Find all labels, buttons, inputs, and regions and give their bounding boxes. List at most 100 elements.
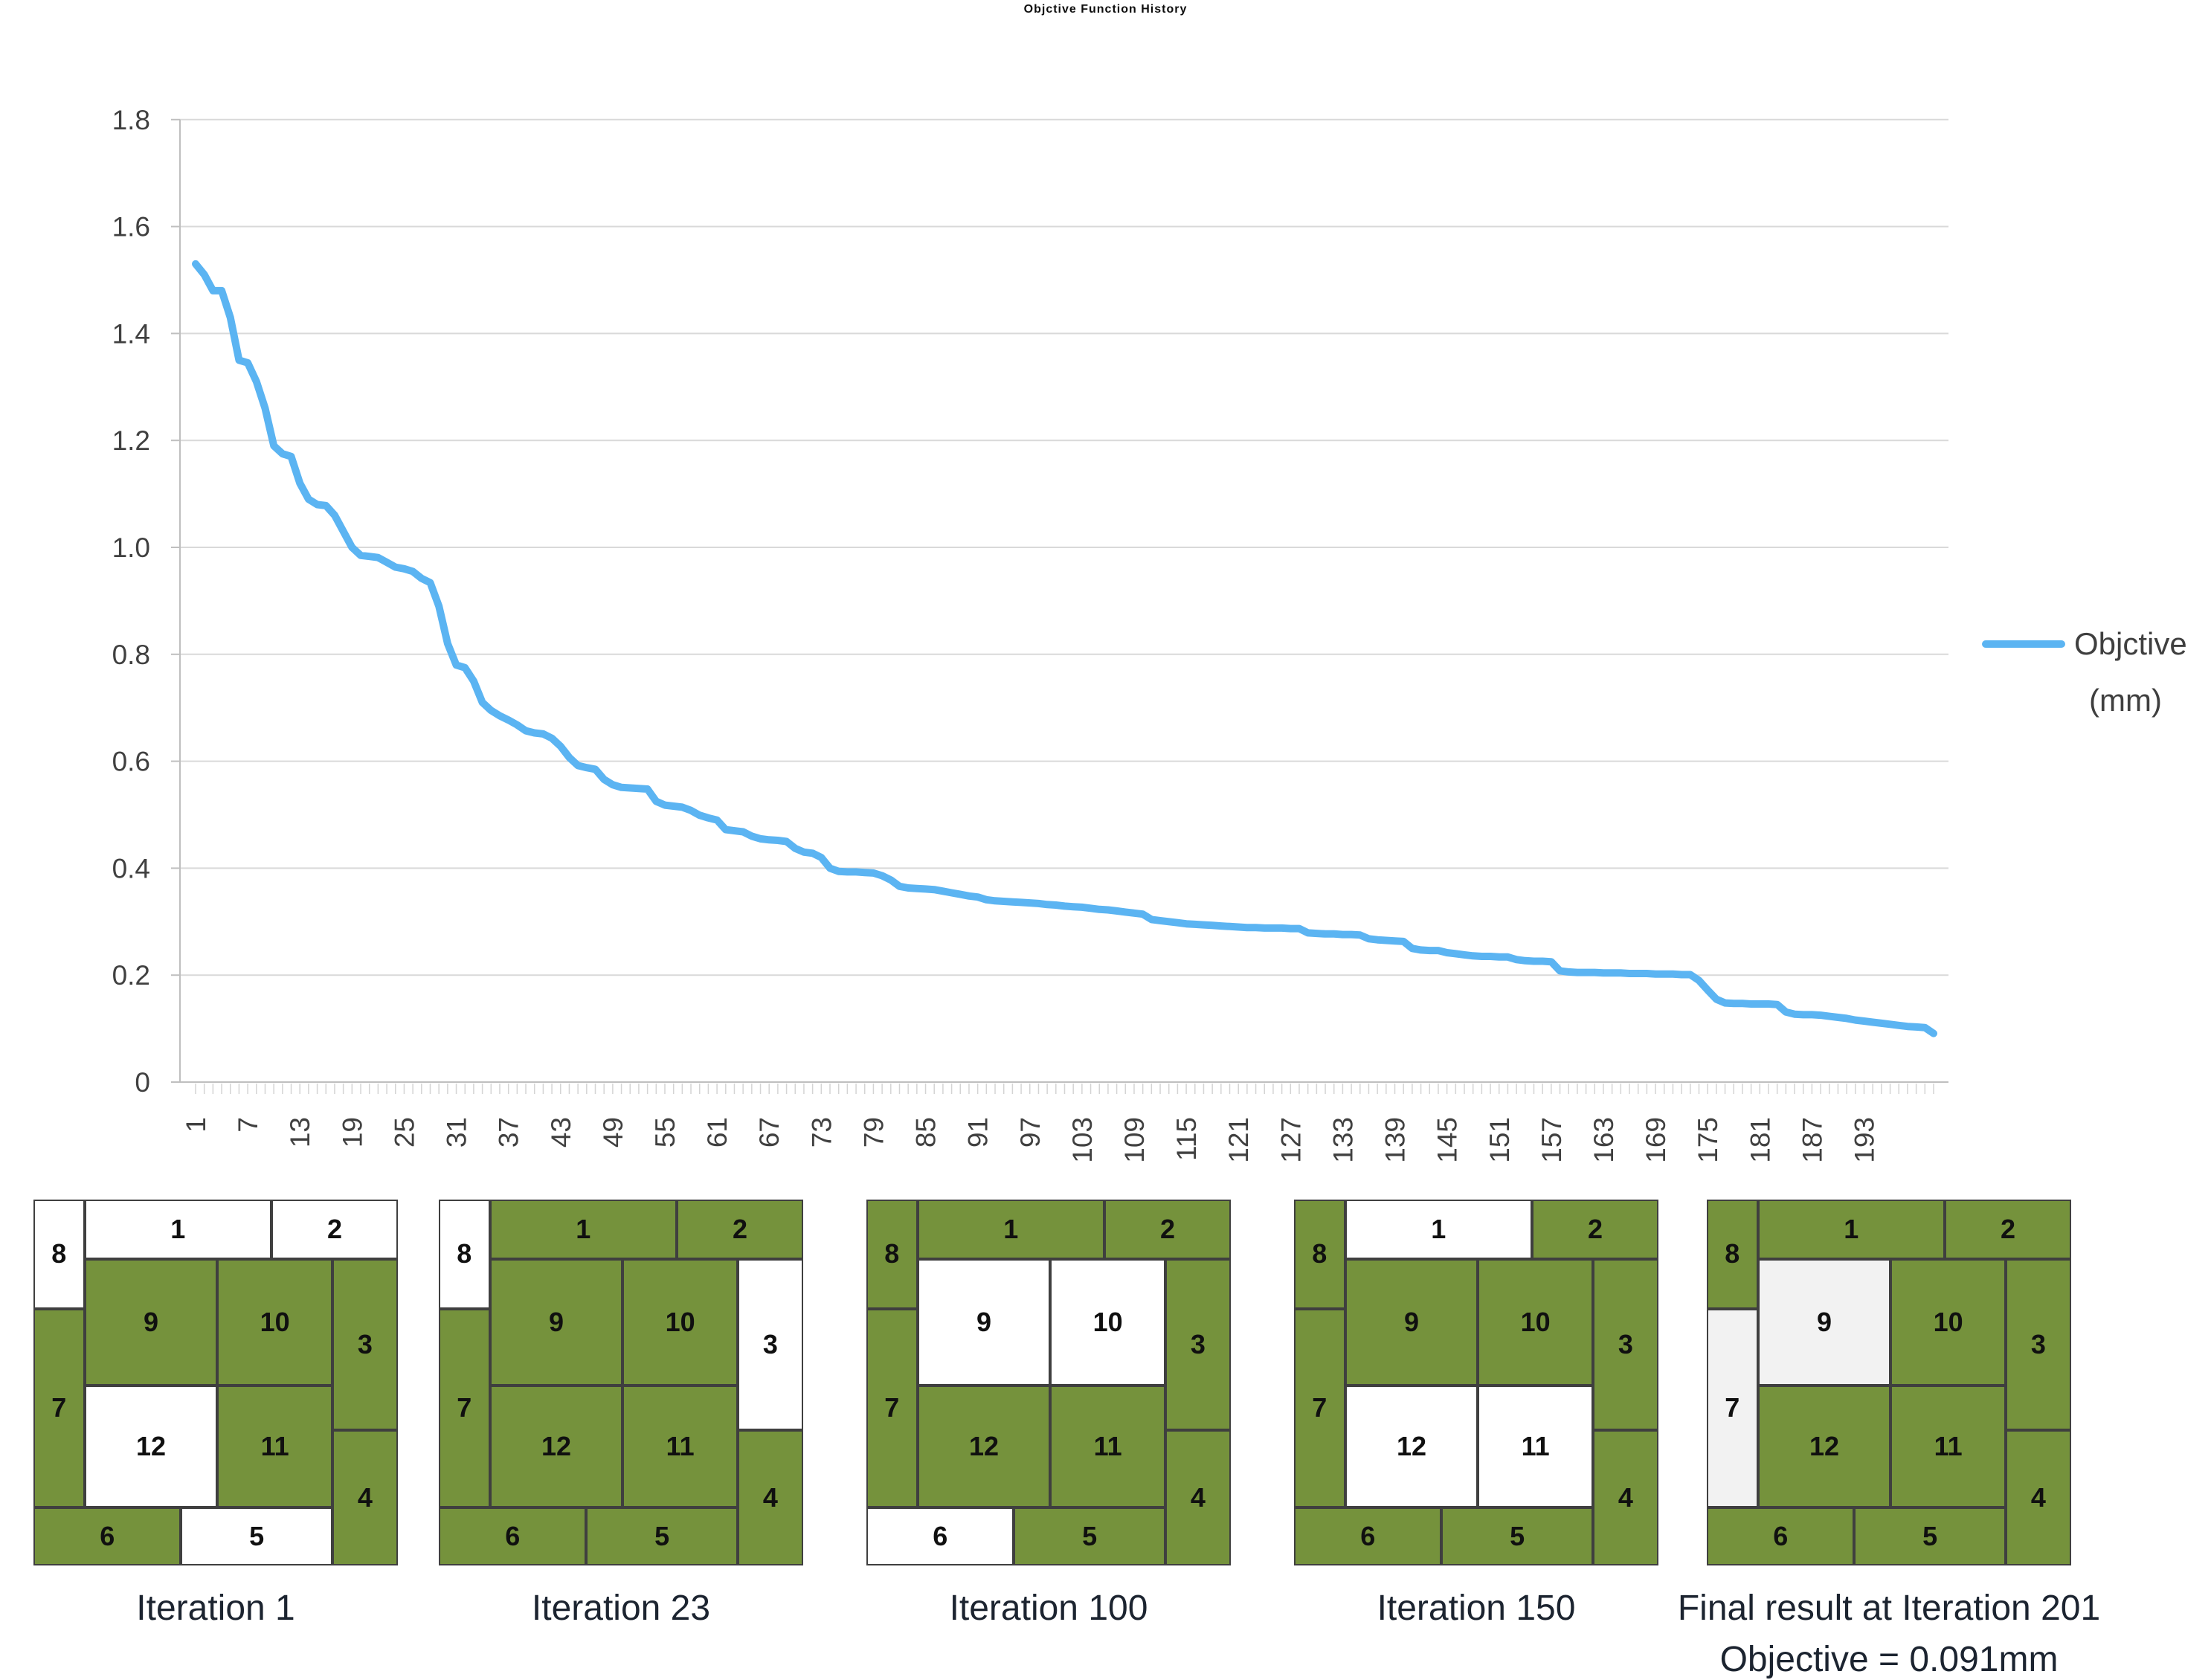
y-axis-tick-label: 1.6 xyxy=(112,212,150,242)
layout-cell-3: 3 xyxy=(2005,1259,2071,1430)
panel-caption: Final result at Iteration 201 xyxy=(1677,1589,2101,1628)
layout-cell-6: 6 xyxy=(1707,1507,1855,1565)
layout-cell-8: 8 xyxy=(1294,1200,1345,1309)
x-axis-tick-label: 19 xyxy=(337,1117,367,1148)
layout-diagram-iteration-100: 8 1 2 9 10 3 7 12 11 4 6 5 xyxy=(866,1200,1231,1565)
layout-cell-2: 2 xyxy=(1104,1200,1231,1260)
x-axis-tick-label: 85 xyxy=(911,1117,942,1148)
layout-cell-7: 7 xyxy=(33,1308,85,1507)
legend-line-swatch xyxy=(1982,640,2065,648)
x-axis-tick-label: 91 xyxy=(963,1117,994,1148)
iteration-panel-1: 8 1 2 9 10 3 7 12 11 4 6 5 Iteration 1 xyxy=(33,1200,398,1629)
layout-cell-12: 12 xyxy=(489,1385,623,1507)
y-axis-tick-label: 1.4 xyxy=(112,318,150,349)
iteration-panel-4: 8 1 2 9 10 3 7 12 11 4 6 5 Iteration 150 xyxy=(1294,1200,1658,1629)
layout-cell-5: 5 xyxy=(181,1507,332,1565)
x-axis-tick-label: 97 xyxy=(1015,1117,1046,1148)
layout-cell-1: 1 xyxy=(1345,1200,1532,1260)
x-axis-tick-label: 13 xyxy=(285,1117,315,1148)
layout-cell-6: 6 xyxy=(1294,1507,1442,1565)
x-axis-tick-label: 133 xyxy=(1327,1117,1358,1163)
x-axis-tick-label: 151 xyxy=(1484,1117,1515,1163)
layout-cell-3: 3 xyxy=(1165,1259,1231,1430)
iteration-panel-3: 8 1 2 9 10 3 7 12 11 4 6 5 Iteration 100 xyxy=(866,1200,1231,1629)
layout-cell-7: 7 xyxy=(1707,1308,1758,1507)
objective-line-chart: 0 0.2 0.4 0.6 0.8 1.0 1.2 1.4 1.6 1.8 1 7 13 19 25 31 37… xyxy=(112,105,1948,1163)
x-axis-tick-label: 109 xyxy=(1119,1117,1150,1163)
layout-cell-10: 10 xyxy=(217,1259,332,1385)
layout-cell-9: 9 xyxy=(84,1259,218,1385)
layout-cell-10: 10 xyxy=(1890,1259,2006,1385)
x-axis-tick-label: 127 xyxy=(1275,1117,1306,1163)
layout-cell-9: 9 xyxy=(917,1259,1051,1385)
layout-cell-10: 10 xyxy=(622,1259,738,1385)
y-axis-tick-label: 1.8 xyxy=(112,105,150,135)
x-axis-tick-label: 163 xyxy=(1589,1117,1619,1163)
layout-diagram-final: 8 1 2 9 10 3 7 12 11 4 6 5 xyxy=(1707,1200,2071,1565)
x-axis-tick-label: 73 xyxy=(806,1117,837,1148)
layout-cell-2: 2 xyxy=(271,1200,398,1260)
layout-diagram-iteration-1: 8 1 2 9 10 3 7 12 11 4 6 5 xyxy=(33,1200,398,1565)
layout-cell-9: 9 xyxy=(489,1259,623,1385)
iteration-panel-final: 8 1 2 9 10 3 7 12 11 4 6 5 Final result at Iteratio… xyxy=(1677,1200,2101,1680)
layout-cell-4: 4 xyxy=(332,1429,398,1565)
layout-diagram-iteration-23: 8 1 2 9 10 3 7 12 11 4 6 5 xyxy=(439,1200,803,1565)
layout-cell-8: 8 xyxy=(439,1200,490,1309)
layout-cell-7: 7 xyxy=(866,1308,918,1507)
layout-cell-11: 11 xyxy=(1478,1385,1593,1507)
layout-cell-3: 3 xyxy=(1592,1259,1658,1430)
x-axis-tick-label: 139 xyxy=(1380,1117,1411,1163)
x-axis-tick-label: 67 xyxy=(754,1117,785,1148)
objective-series-line xyxy=(192,260,1937,1037)
x-axis-tick-label: 7 xyxy=(233,1117,263,1133)
x-axis-tick-label: 181 xyxy=(1745,1117,1775,1163)
layout-cell-12: 12 xyxy=(917,1385,1051,1507)
legend-series-label: Objctive xyxy=(2074,626,2187,661)
x-axis-tick-label: 61 xyxy=(702,1117,733,1148)
x-axis-tick-label: 49 xyxy=(598,1117,628,1148)
layout-diagram-iteration-150: 8 1 2 9 10 3 7 12 11 4 6 5 xyxy=(1294,1200,1658,1565)
y-axis-tick-label: 0.4 xyxy=(112,853,150,884)
layout-cell-12: 12 xyxy=(1345,1385,1478,1507)
layout-cell-9: 9 xyxy=(1757,1259,1891,1385)
layout-cell-8: 8 xyxy=(33,1200,85,1309)
x-axis-tick-label: 103 xyxy=(1067,1117,1098,1163)
layout-cell-8: 8 xyxy=(866,1200,918,1309)
x-axis-tick-label: 169 xyxy=(1641,1117,1671,1163)
legend-units-label: (mm) xyxy=(2089,683,2162,718)
panel-caption: Iteration 150 xyxy=(1377,1589,1576,1628)
layout-cell-7: 7 xyxy=(1294,1308,1345,1507)
y-axis-tick-label: 0.6 xyxy=(112,747,150,777)
x-axis-tick-label: 55 xyxy=(650,1117,680,1148)
layout-cell-11: 11 xyxy=(1050,1385,1165,1507)
layout-cell-12: 12 xyxy=(84,1385,218,1507)
x-axis-tick-label: 31 xyxy=(442,1117,472,1148)
y-axis-tick-label: 1.2 xyxy=(112,425,150,456)
iteration-panel-2: 8 1 2 9 10 3 7 12 11 4 6 5 Iteration 23 xyxy=(439,1200,803,1629)
layout-cell-9: 9 xyxy=(1345,1259,1478,1385)
layout-cell-5: 5 xyxy=(1014,1507,1165,1565)
layout-cell-12: 12 xyxy=(1757,1385,1891,1507)
layout-cell-4: 4 xyxy=(1165,1429,1231,1565)
x-axis-tick-label: 175 xyxy=(1693,1117,1723,1163)
x-axis-tick-label: 25 xyxy=(389,1117,419,1148)
layout-cell-6: 6 xyxy=(439,1507,587,1565)
panel-caption: Iteration 100 xyxy=(949,1589,1148,1628)
layout-cell-3: 3 xyxy=(737,1259,803,1430)
panel-caption: Iteration 23 xyxy=(531,1589,711,1628)
layout-cell-11: 11 xyxy=(1890,1385,2006,1507)
layout-cell-8: 8 xyxy=(1707,1200,1758,1309)
layout-cell-6: 6 xyxy=(866,1507,1014,1565)
layout-cell-2: 2 xyxy=(1944,1200,2071,1260)
layout-cell-2: 2 xyxy=(1531,1200,1658,1260)
layout-cell-11: 11 xyxy=(622,1385,738,1507)
layout-cell-5: 5 xyxy=(1441,1507,1593,1565)
layout-cell-3: 3 xyxy=(332,1259,398,1430)
layout-cell-10: 10 xyxy=(1050,1259,1165,1385)
layout-cell-7: 7 xyxy=(439,1308,490,1507)
layout-cell-1: 1 xyxy=(917,1200,1104,1260)
layout-cell-6: 6 xyxy=(33,1507,181,1565)
x-axis-tick-label: 193 xyxy=(1850,1117,1880,1163)
layout-cell-4: 4 xyxy=(2005,1429,2071,1565)
layout-cell-5: 5 xyxy=(1854,1507,2006,1565)
